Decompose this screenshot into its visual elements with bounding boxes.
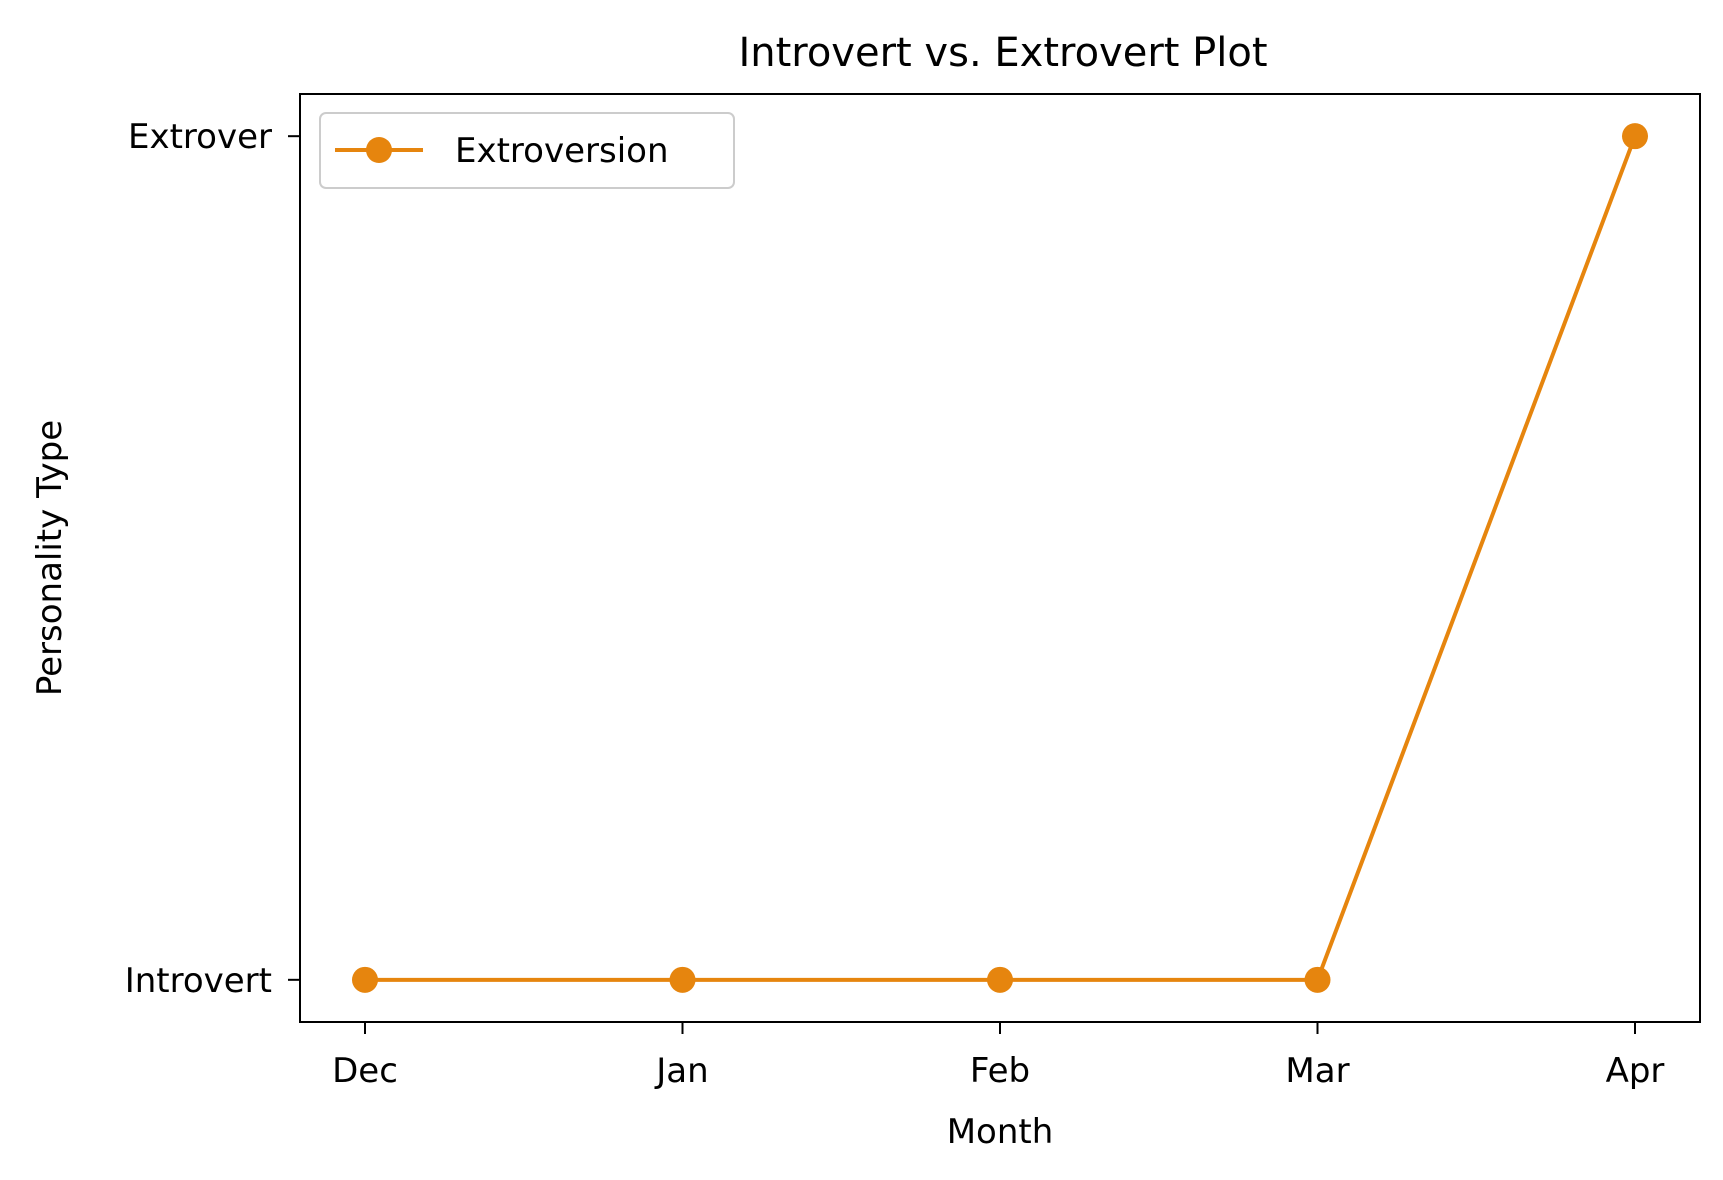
y-axis: Introvert Extrover xyxy=(125,117,300,1001)
legend: Extroversion xyxy=(319,112,735,189)
x-axis-label: Month xyxy=(947,1112,1054,1152)
data-point-mar xyxy=(1304,966,1331,993)
x-tick-label-mar: Mar xyxy=(1285,1051,1349,1091)
y-tick-label-extrover: Extrover xyxy=(128,117,272,157)
series-layer xyxy=(352,123,1648,993)
legend-series-label: Extroversion xyxy=(455,131,669,171)
x-axis: Dec Jan Feb Mar Apr xyxy=(332,1022,1664,1091)
data-point-dec xyxy=(352,966,378,993)
data-point-feb xyxy=(987,966,1013,993)
chart-title: Introvert vs. Extrovert Plot xyxy=(738,30,1267,76)
x-tick-label-apr: Apr xyxy=(1606,1051,1665,1091)
x-tick-label-jan: Jan xyxy=(654,1051,708,1091)
legend-series-marker xyxy=(366,137,392,163)
legend-box xyxy=(319,112,735,189)
data-point-apr xyxy=(1622,123,1648,150)
x-tick-label-dec: Dec xyxy=(332,1051,398,1091)
x-tick-label-feb: Feb xyxy=(970,1051,1030,1091)
data-point-jan xyxy=(669,966,696,993)
y-axis-label: Personality Type xyxy=(30,420,70,696)
y-tick-label-introvert: Introvert xyxy=(125,961,272,1001)
